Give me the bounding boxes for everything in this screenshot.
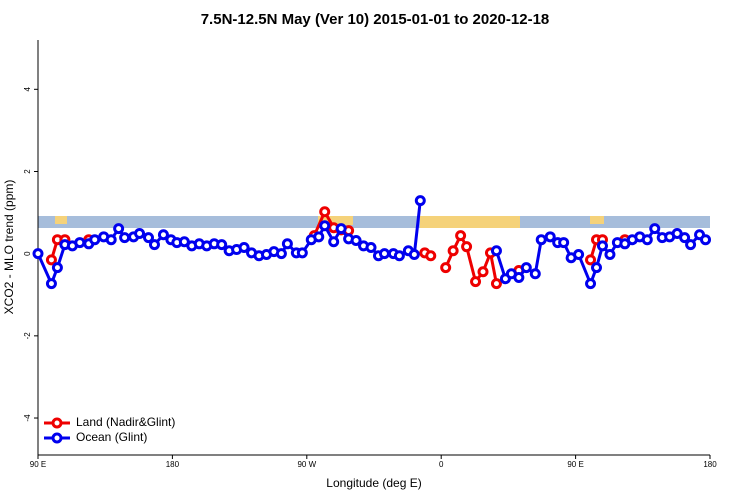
data-point [447, 245, 459, 257]
data-point [685, 239, 697, 251]
data-point [679, 232, 691, 244]
data-point [490, 245, 502, 257]
legend-marker [51, 417, 63, 429]
ocean-strip [38, 216, 710, 228]
data-point [649, 223, 661, 235]
land-patch [590, 216, 604, 224]
data-point [238, 242, 250, 253]
y-axis-label: XCO2 - MLO trend (ppm) [2, 180, 16, 315]
data-point [544, 231, 556, 243]
data-point [275, 248, 287, 260]
data-point [455, 230, 467, 242]
data-point [113, 223, 125, 235]
x-tick-label: 180 [166, 460, 180, 469]
data-point [119, 232, 131, 244]
data-point [700, 234, 712, 246]
data-point [143, 232, 155, 244]
data-point [328, 236, 340, 248]
data-point [134, 228, 146, 240]
data-point [477, 266, 489, 278]
data-point [520, 262, 532, 274]
data-point [350, 235, 362, 247]
x-tick-label: 180 [703, 460, 717, 469]
data-point [319, 206, 331, 218]
y-tick-label: 2 [23, 169, 32, 174]
data-point [89, 234, 101, 246]
y-tick-label: 4 [23, 87, 32, 92]
x-tick-label: 90 E [567, 460, 583, 469]
x-tick-label: 90 E [30, 460, 46, 469]
data-point [313, 231, 325, 243]
data-point [408, 248, 420, 260]
data-point [296, 247, 308, 259]
data-point [105, 234, 117, 246]
data-point [45, 254, 57, 266]
land-patch [420, 216, 520, 228]
land-patch [318, 216, 353, 225]
data-point [32, 248, 44, 260]
legend-label: Ocean (Glint) [76, 430, 147, 444]
map-strip [38, 216, 710, 228]
legend-marker [51, 432, 63, 444]
data-point [513, 271, 525, 283]
data-point [461, 241, 473, 253]
x-tick-label: 90 W [297, 460, 316, 469]
data-point [319, 220, 331, 232]
legend-label: Land (Nadir&Glint) [76, 415, 175, 429]
data-point [335, 223, 347, 235]
data-point [425, 250, 437, 262]
data-point [45, 278, 57, 290]
data-point [585, 254, 597, 266]
x-tick-label: 0 [439, 460, 444, 469]
land-patch [55, 216, 67, 224]
data-point [51, 262, 63, 274]
y-tick-label: -2 [23, 332, 32, 340]
data-point [558, 237, 570, 249]
chart-title: 7.5N-12.5N May (Ver 10) 2015-01-01 to 20… [201, 11, 550, 28]
data-point [585, 278, 597, 290]
data-point [378, 248, 390, 260]
data-point [604, 248, 616, 260]
data-point [148, 239, 160, 251]
series-line [444, 232, 498, 285]
data-point [157, 229, 169, 241]
data-point [596, 240, 608, 252]
data-point [470, 276, 482, 288]
data-point [440, 262, 452, 274]
data-point [414, 195, 426, 207]
data-point [573, 248, 585, 260]
data-point [490, 278, 502, 290]
data-point [529, 268, 541, 280]
data-point [535, 234, 547, 246]
y-tick-label: 0 [23, 251, 32, 256]
data-point [281, 238, 293, 250]
y-tick-label: -4 [23, 414, 32, 422]
data-point [216, 239, 228, 251]
data-point [74, 237, 86, 249]
data-point [365, 242, 377, 253]
data-point [591, 262, 603, 274]
data-point [641, 234, 653, 246]
data-point [393, 250, 405, 262]
x-axis-label: Longitude (deg E) [326, 476, 421, 490]
